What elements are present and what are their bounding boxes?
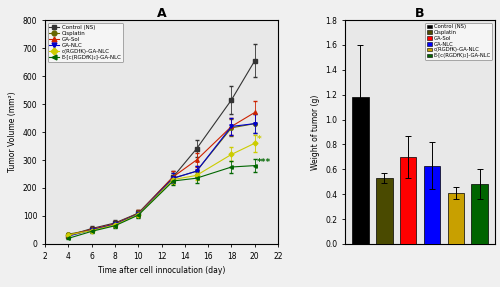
Bar: [472, 184, 488, 244]
Legend: Control (NS), Cisplatin, GA-Sol, GA-NLC, c(RGDfK)-GA-NLC, E-[c(RGDfK)₂]-GA-NLC: Control (NS), Cisplatin, GA-Sol, GA-NLC,…: [48, 23, 123, 62]
Title: B: B: [416, 7, 425, 20]
Title: A: A: [156, 7, 166, 20]
Bar: [376, 178, 392, 244]
Bar: [400, 157, 416, 244]
Bar: [352, 97, 368, 244]
Text: *: *: [257, 135, 262, 144]
Text: ***: ***: [257, 158, 272, 167]
X-axis label: Time after cell innoculation (day): Time after cell innoculation (day): [98, 266, 225, 275]
Bar: [448, 193, 464, 244]
Bar: [424, 166, 440, 244]
Y-axis label: Tumor Volume (mm²): Tumor Volume (mm²): [8, 92, 17, 172]
Legend: Control (NS), Cisplatin, GA-Sol, GA-NLC, c(RGDfK)-GA-NLC, E-[c(RGDfK)₂]-GA-NLC: Control (NS), Cisplatin, GA-Sol, GA-NLC,…: [425, 23, 492, 60]
Y-axis label: Weight of tumor (g): Weight of tumor (g): [311, 94, 320, 170]
